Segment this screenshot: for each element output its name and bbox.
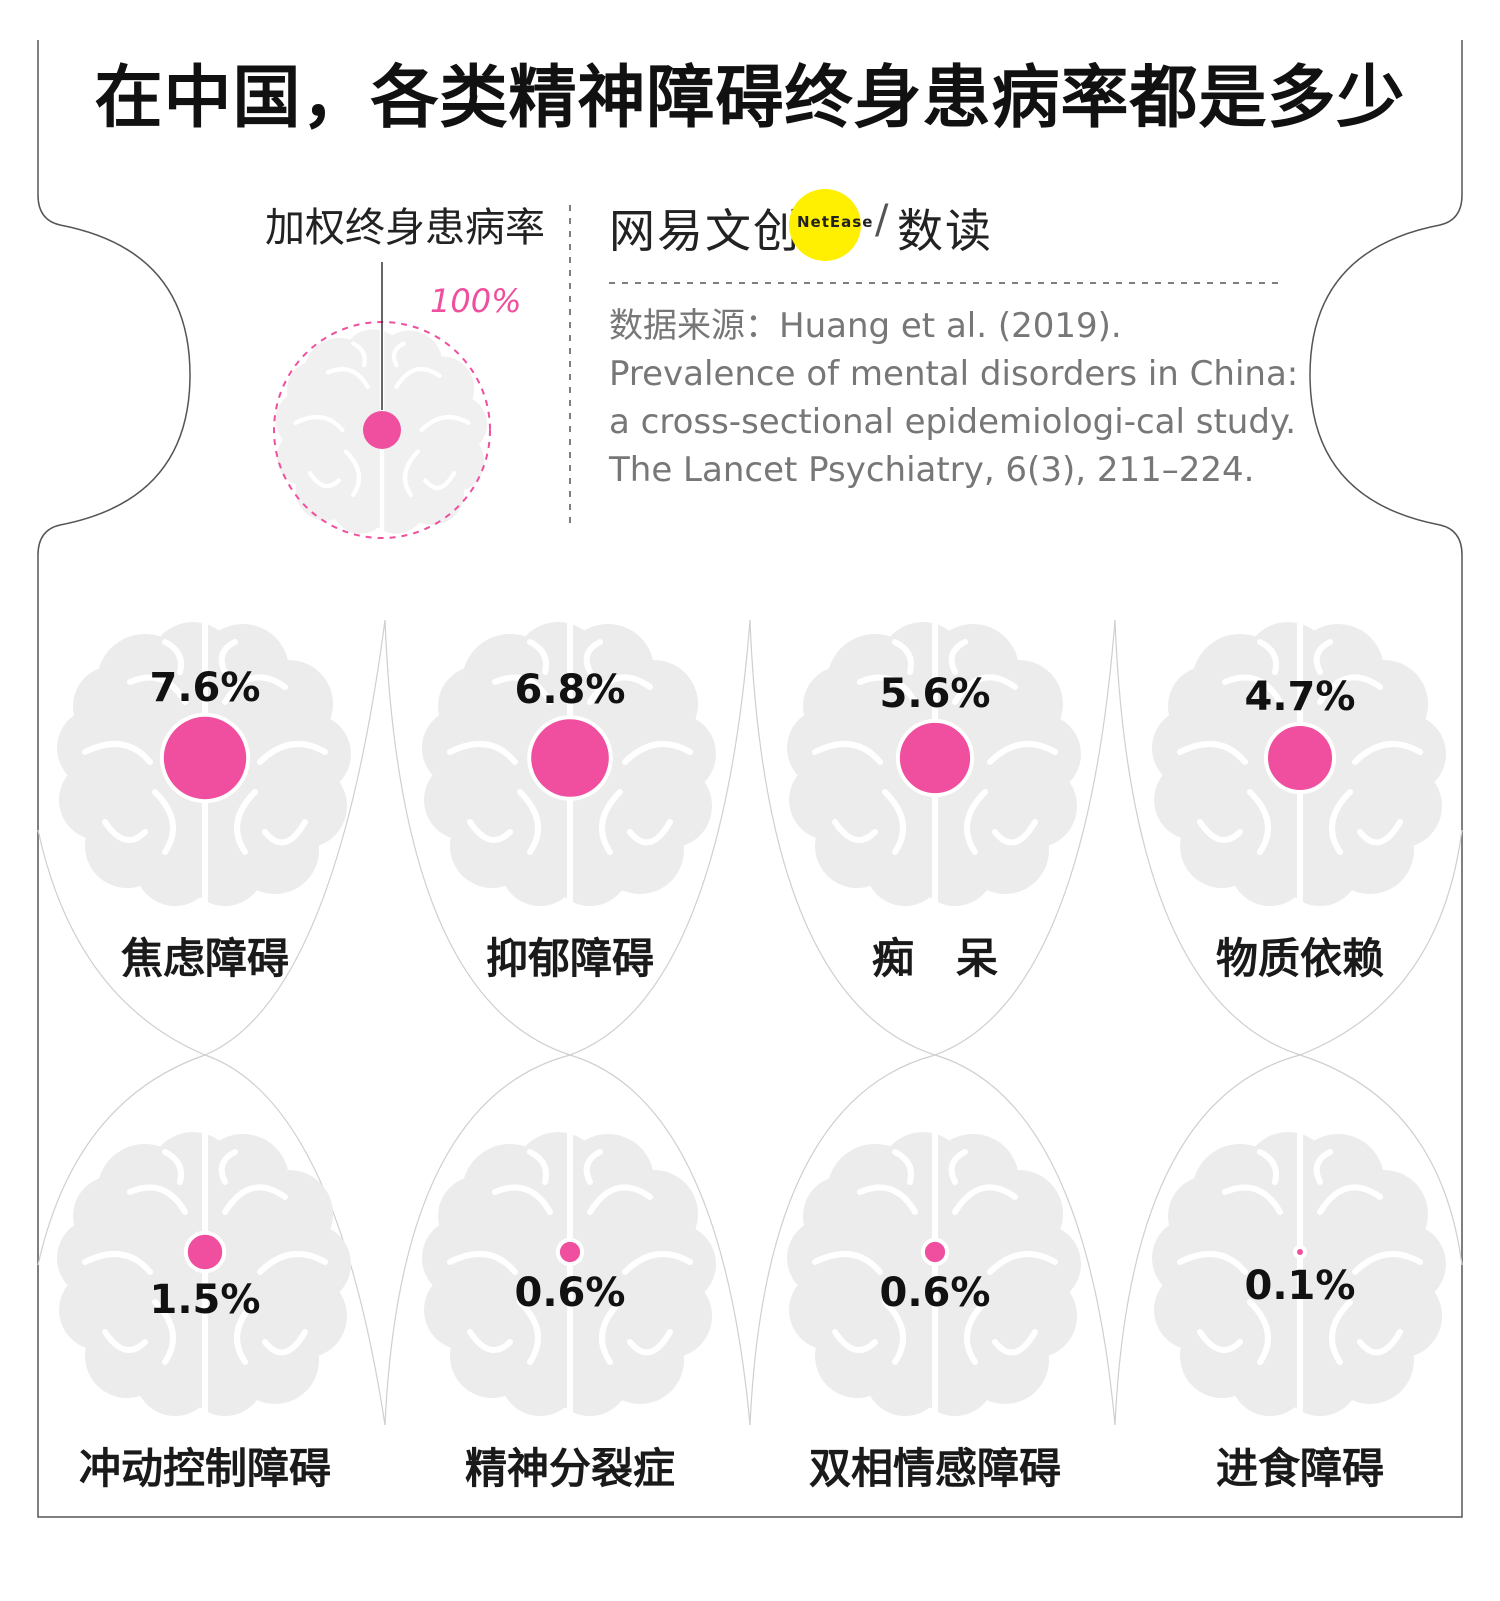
value-bubble [183,1230,227,1274]
value-bubble [895,718,975,798]
value-label: 0.6% [515,1270,626,1316]
value-label: 7.6% [150,665,261,711]
value-label: 0.1% [1245,1263,1356,1309]
value-bubble [1264,722,1336,794]
legend-label: 加权终身患病率 [265,205,545,251]
legend-reference-label: 100% [430,282,522,320]
frame-outline [37,40,1463,1518]
category-label: 双相情感障碍 [808,1444,1061,1493]
value-bubble [1293,1245,1307,1259]
brand-name-en: NetEase [797,213,874,231]
brain-icon [57,1132,351,1417]
value-label: 0.6% [880,1270,991,1316]
value-bubble [527,715,613,801]
brand-yellow-dot [789,189,861,261]
value-bubble [555,1237,585,1267]
value-bubble [920,1237,950,1267]
category-label: 痴 呆 [871,934,998,983]
category-label: 物质依赖 [1215,934,1384,983]
category-label: 抑郁障碍 [485,934,654,983]
value-label: 4.7% [1245,674,1356,720]
source-note: 数据来源：Huang et al. (2019). Prevalence of … [609,306,1299,490]
value-label: 5.6% [880,671,991,717]
brand-sub: 数读 [897,204,993,258]
brand-separator: / [875,197,889,243]
value-label: 6.8% [515,667,626,713]
legend-sample-dot [363,411,401,449]
category-label: 进食障碍 [1215,1444,1384,1493]
value-label: 1.5% [150,1277,261,1323]
category-label: 精神分裂症 [464,1444,675,1493]
brand-name-cn: 网易文创 [609,204,801,258]
category-label: 冲动控制障碍 [78,1444,331,1493]
chart-title: 在中国，各类精神障碍终身患病率都是多少 [94,59,1406,138]
category-label: 焦虑障碍 [120,934,289,983]
value-bubble [159,712,251,804]
cell-dividers [37,619,1463,1426]
